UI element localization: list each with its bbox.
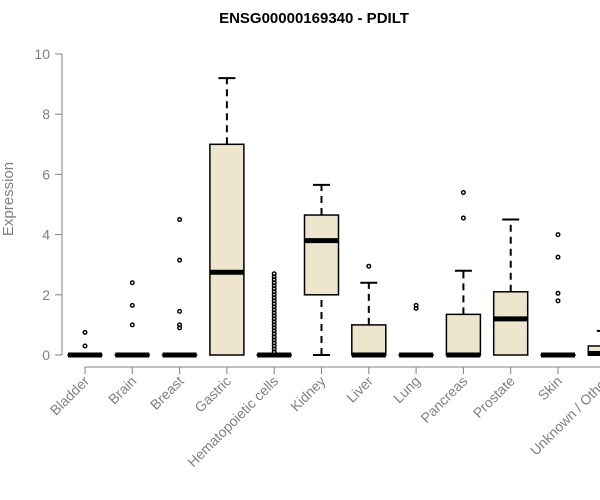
outlier-point [555, 298, 561, 304]
y-tick-label: 2 [42, 287, 50, 303]
outlier-point [555, 232, 561, 238]
y-tick-label: 8 [42, 106, 50, 122]
box-prostate [492, 218, 529, 356]
box-iqr [303, 214, 340, 296]
x-tick-label: Liver [343, 373, 376, 406]
outlier-point [129, 280, 135, 286]
box-iqr [587, 345, 600, 356]
outlier-point [271, 271, 277, 277]
outlier-point [129, 302, 135, 308]
outlier-point [413, 302, 419, 308]
y-axis-label: Expression [0, 162, 17, 236]
box-brain [114, 280, 151, 358]
x-tick-label: Kidney [287, 373, 329, 415]
box-skin [540, 232, 576, 358]
outlier-point [177, 322, 183, 328]
x-tick-label: Skin [535, 373, 566, 404]
outlier-point [129, 322, 135, 328]
outlier-point [555, 290, 561, 296]
outlier-point [177, 308, 183, 314]
outlier-point [460, 215, 466, 221]
box-iqr [351, 324, 387, 356]
x-tick-label: Lung [390, 373, 423, 406]
outlier-point [460, 189, 466, 195]
outlier-point [366, 263, 372, 269]
y-tick-label: 4 [42, 227, 50, 243]
x-tick-label: Brain [105, 373, 139, 407]
box-iqr [209, 143, 245, 356]
box-hematopoietic-cells [256, 271, 292, 358]
x-tick-label: Hematopoietic cells [184, 373, 281, 470]
y-tick-label: 6 [42, 166, 50, 182]
box-unknown-other [587, 329, 600, 356]
outlier-point [177, 217, 183, 223]
box-kidney [303, 183, 340, 356]
box-iqr [492, 291, 529, 356]
x-tick-label: Pancreas [417, 373, 470, 426]
outlier-point [82, 329, 88, 335]
outlier-point [82, 343, 88, 349]
box-breast [161, 217, 198, 358]
box-liver [351, 263, 387, 358]
y-tick-label: 0 [42, 347, 50, 363]
chart-title: ENSG00000169340 - PDILT [219, 10, 409, 27]
box-bladder [67, 329, 103, 358]
box-pancreas [445, 189, 482, 358]
box-lung [398, 302, 434, 358]
x-tick-label: Bladder [47, 373, 93, 419]
plot-area [67, 77, 600, 358]
y-axis: 0 2 4 6 8 10 [34, 46, 63, 363]
y-tick-label: 10 [34, 46, 50, 62]
x-tick-label: Gastric [191, 373, 234, 416]
x-tick-label: Breast [147, 373, 187, 413]
outlier-point [555, 254, 561, 260]
box-gastric [209, 77, 245, 356]
outlier-point [177, 257, 183, 263]
x-tick-label: Prostate [470, 373, 518, 421]
box-iqr [445, 313, 482, 356]
